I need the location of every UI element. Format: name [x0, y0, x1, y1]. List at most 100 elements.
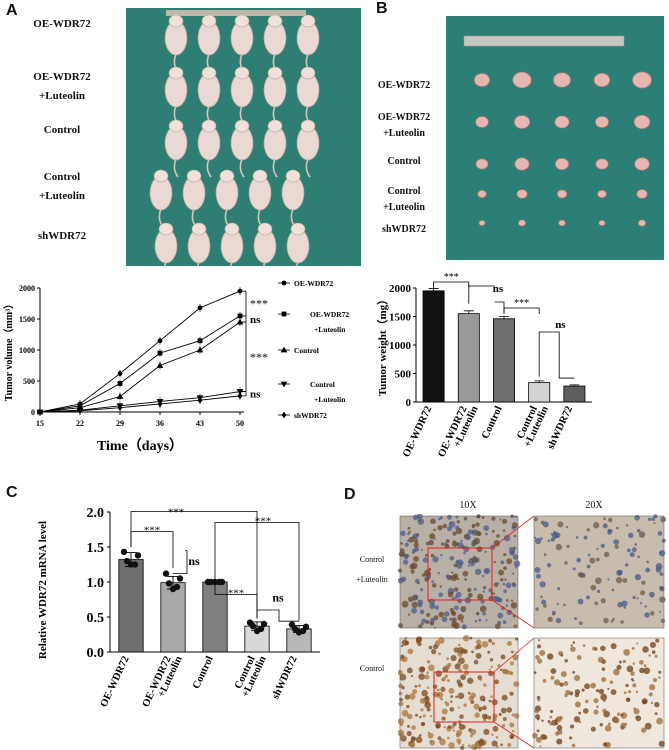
- ihc-cell: [422, 557, 429, 563]
- ihc-cell: [658, 670, 662, 674]
- ihc-cell: [476, 612, 480, 616]
- ihc-cell: [536, 695, 541, 700]
- bar-4: [528, 382, 551, 403]
- data-point: [169, 585, 177, 593]
- mice-row-label-2: OE-WDR72 +Luteolin: [33, 71, 91, 102]
- ihc-cell: [406, 713, 413, 720]
- ihc-cell: [417, 599, 423, 606]
- marker-square: [157, 350, 163, 356]
- ihc-cell: [656, 717, 663, 725]
- tumor-volume-chart: 0 500 1000 1500 2000 15 22 29 36 43 50 Time（days） Tu…: [2, 284, 268, 454]
- ihc-cell: [501, 724, 506, 728]
- ihc-cell: [610, 643, 617, 650]
- ihc-cell: [598, 688, 605, 695]
- bar-5: [563, 385, 586, 403]
- ihc-cell: [433, 615, 439, 621]
- ihc-cell: [464, 578, 467, 581]
- ihc-cell: [437, 688, 440, 692]
- ihc-cell: [455, 515, 459, 519]
- ihc-cell: [632, 662, 636, 665]
- ihc-cell: [644, 605, 647, 608]
- mouse: [197, 14, 221, 73]
- ihc-cell: [437, 736, 442, 741]
- ihc-cell: [512, 583, 517, 588]
- ihc-cell: [649, 684, 656, 691]
- ihc-cell: [537, 658, 543, 664]
- ihc-cell: [406, 667, 413, 674]
- ihc-cell: [444, 674, 448, 679]
- ihc-cell: [410, 569, 415, 574]
- sig-5-bracket: [173, 550, 188, 574]
- ruler: [463, 35, 625, 47]
- sig-1-bracket: [130, 511, 258, 617]
- ihc-cell: [649, 611, 655, 616]
- ihc-cell: [651, 517, 656, 522]
- ihc-cell: [496, 534, 500, 538]
- ihc-cell: [483, 525, 490, 532]
- ihc-cell: [505, 582, 512, 589]
- ihc-cell: [547, 539, 551, 542]
- ihc-cell: [648, 692, 653, 697]
- ihc-cell: [399, 673, 407, 681]
- ihc-cell: [418, 518, 422, 522]
- ihc-cell: [501, 606, 505, 611]
- ihc-cell: [492, 592, 496, 595]
- ihc-cell: [482, 705, 487, 711]
- ihc-cell: [407, 596, 414, 602]
- mouse: [182, 169, 206, 228]
- ihc-cell: [445, 539, 450, 543]
- ihc-cell: [566, 544, 570, 549]
- ihc-cell: [463, 670, 470, 676]
- ihc-cell: [467, 677, 474, 684]
- tumor-volume-legend: OE-WDR72 OE-WDR72 +Luteolin Control Control +…: [270, 272, 370, 472]
- ihc-cell: [511, 650, 514, 654]
- ihc-cell: [593, 522, 600, 529]
- panel-letter-b: B: [376, 0, 388, 17]
- marker-triangle-up: [196, 346, 204, 353]
- sig-1-bracket: [433, 281, 470, 288]
- sig-6-label: ns: [272, 591, 284, 605]
- ihc-cell: [623, 649, 630, 656]
- data-point: [295, 629, 303, 636]
- mouse: [164, 66, 188, 125]
- ihc-cell: [586, 595, 591, 600]
- ihc-cell: [514, 566, 517, 569]
- ihc-cell: [463, 546, 470, 553]
- ihc-cell: [616, 526, 619, 530]
- sig-1-bracket: [242, 290, 247, 317]
- ihc-cell: [400, 644, 404, 648]
- ihc-cell: [556, 603, 559, 606]
- ihc-cell: [506, 707, 513, 713]
- ihc-cell: [500, 560, 505, 565]
- mouse-head: [201, 119, 217, 133]
- ihc-cell: [451, 610, 456, 615]
- legend-label: OE-WDR72: [310, 310, 349, 319]
- sig-6-bracket: [256, 609, 299, 622]
- ihc-cell: [592, 646, 597, 651]
- ihc-cell: [433, 537, 436, 541]
- mice-row-label-1: OE-WDR72: [33, 18, 91, 30]
- series-line: [39, 315, 241, 413]
- ihc-cell: [535, 736, 542, 743]
- ihc-cell: [457, 706, 460, 709]
- ihc-cell: [565, 525, 569, 529]
- y-axis-label: Relative WDR72 mRNA level: [37, 521, 49, 659]
- ihc-cell: [596, 547, 599, 551]
- ihc-cell: [500, 578, 504, 582]
- ihc-cell: [483, 567, 491, 575]
- ihc-cell: [450, 700, 453, 704]
- ihc-cell: [557, 729, 563, 735]
- ihc-cell: [448, 687, 455, 694]
- tumor-row-label-2: OE-WDR72 +Luteolin: [377, 112, 431, 139]
- ihc-cell: [481, 574, 485, 578]
- ihc-cell: [452, 573, 459, 579]
- ihc-cell: [570, 644, 573, 647]
- ihc-cell: [407, 648, 414, 655]
- ihc-cell: [415, 736, 423, 744]
- ihc-cell: [421, 618, 427, 624]
- panel-letter-c: C: [6, 484, 18, 501]
- ihc-cell: [512, 572, 515, 575]
- ihc-cell: [659, 610, 662, 613]
- ihc-cell: [474, 619, 478, 623]
- mice-row-label-5: shWDR72: [37, 230, 87, 242]
